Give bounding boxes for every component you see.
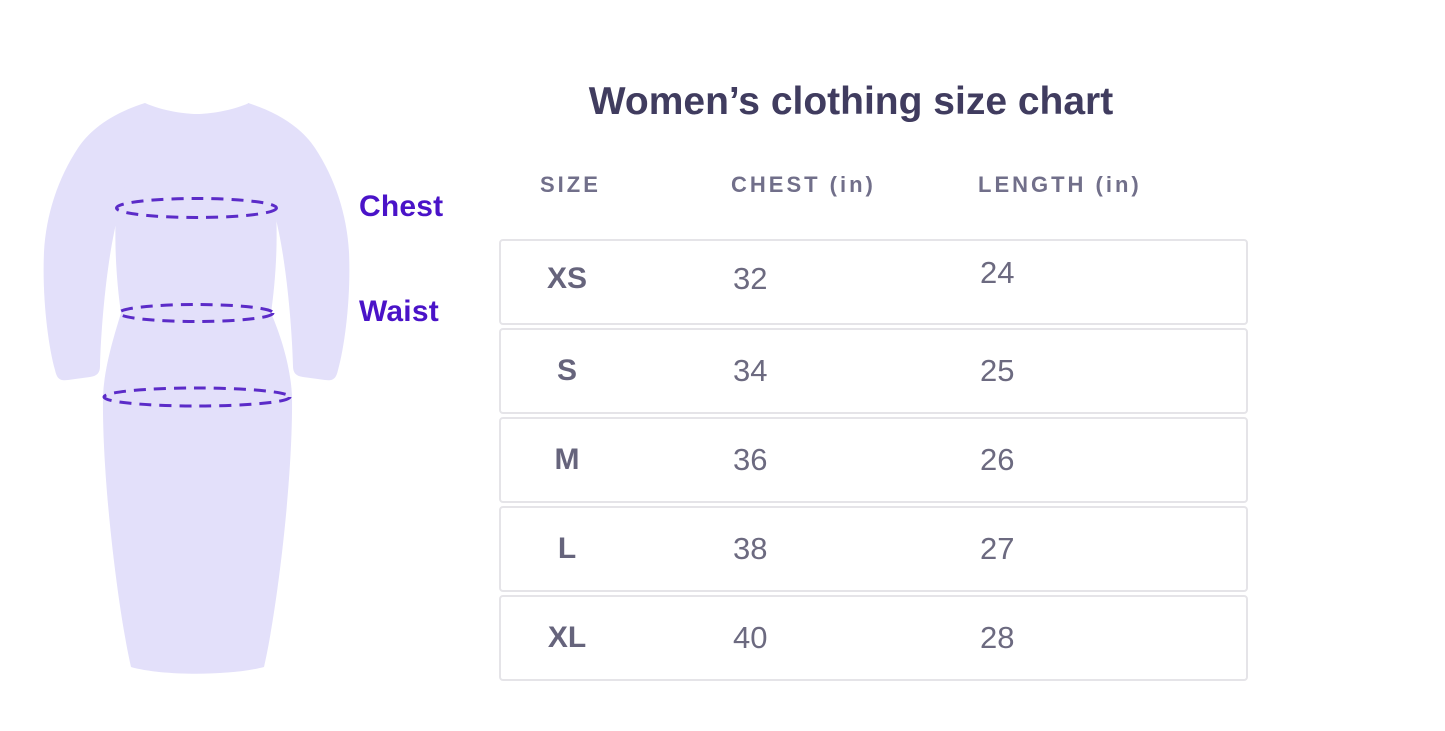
size-cell: M — [554, 443, 580, 476]
length-cell: 26 — [980, 442, 1015, 477]
page-title: Women’s clothing size chart — [588, 80, 1114, 123]
chest-cell: 34 — [733, 353, 768, 388]
chest-cell: 36 — [733, 442, 768, 477]
chest-cell: 32 — [733, 261, 768, 296]
size-cell: S — [556, 354, 577, 387]
size-cell: XL — [547, 621, 587, 654]
length-cell: 28 — [980, 620, 1015, 655]
chest-label: Chest — [359, 190, 444, 223]
dress-silhouette — [43, 103, 350, 674]
chest-cell: 40 — [733, 620, 768, 655]
column-header-size: SIZE — [540, 172, 601, 197]
table-row: XL 40 28 — [499, 595, 1248, 681]
column-header-length: LENGTH (in) — [978, 172, 1142, 197]
table-row: M 36 26 — [499, 417, 1248, 503]
right-sleeve — [247, 103, 350, 381]
table-row: S 34 25 — [499, 328, 1248, 414]
size-cell: L — [557, 532, 577, 565]
chest-cell: 38 — [733, 531, 768, 566]
length-cell: 25 — [980, 353, 1015, 388]
chest-measurement-ellipse — [115, 197, 278, 219]
waist-measurement-ellipse — [117, 303, 275, 323]
column-header-chest: CHEST (in) — [731, 172, 876, 197]
table-row: L 38 27 — [499, 506, 1248, 592]
waist-label: Waist — [359, 295, 439, 328]
dress-illustration — [43, 103, 350, 674]
table-column-headers: SIZE CHEST (in) LENGTH (in) — [0, 172, 1445, 202]
length-cell: 24 — [980, 255, 1015, 290]
left-sleeve — [43, 103, 146, 381]
length-cell: 27 — [980, 531, 1015, 566]
size-cell: XS — [546, 262, 588, 295]
size-table: XS 32 24 S 34 25 M 36 26 L 38 27 XL 40 2… — [499, 239, 1248, 681]
hip-measurement-ellipse — [102, 386, 292, 408]
table-row: XS 32 24 — [499, 239, 1248, 325]
